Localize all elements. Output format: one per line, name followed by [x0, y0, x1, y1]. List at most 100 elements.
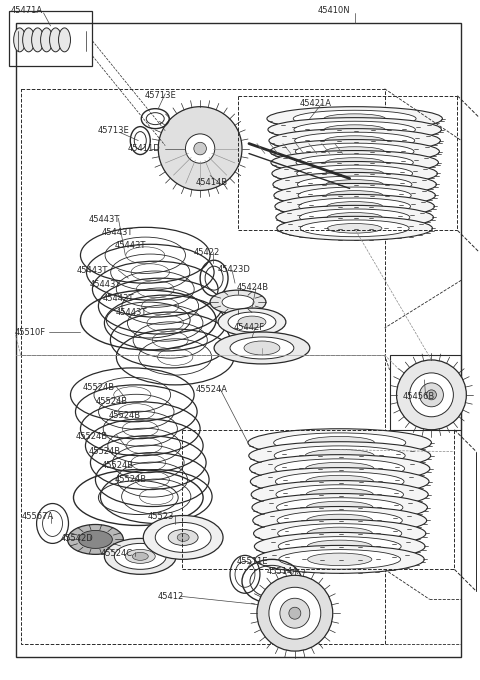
Text: 45471A: 45471A	[11, 6, 43, 15]
Ellipse shape	[307, 540, 372, 553]
Circle shape	[420, 383, 444, 407]
Ellipse shape	[41, 28, 52, 52]
Ellipse shape	[299, 198, 410, 215]
Ellipse shape	[298, 176, 412, 193]
Text: 45414B: 45414B	[195, 178, 227, 188]
Ellipse shape	[253, 520, 426, 547]
Ellipse shape	[275, 459, 405, 479]
Ellipse shape	[255, 545, 424, 573]
Bar	[21, 355, 384, 644]
Ellipse shape	[214, 332, 310, 364]
Text: 45713E: 45713E	[144, 90, 176, 100]
Ellipse shape	[273, 173, 436, 197]
Text: 45524B: 45524B	[108, 411, 141, 420]
Bar	[21, 88, 384, 355]
Text: 45514A: 45514A	[267, 567, 299, 577]
Ellipse shape	[248, 429, 432, 457]
Ellipse shape	[252, 494, 428, 522]
Ellipse shape	[325, 147, 384, 156]
Ellipse shape	[250, 455, 430, 483]
Circle shape	[194, 142, 206, 155]
Text: 45524B: 45524B	[88, 447, 120, 456]
Text: 45713E: 45713E	[97, 126, 129, 135]
Ellipse shape	[326, 180, 384, 189]
Text: 45524C: 45524C	[100, 549, 132, 558]
Ellipse shape	[276, 498, 403, 517]
Ellipse shape	[59, 28, 71, 52]
Ellipse shape	[228, 312, 276, 332]
Text: 45456B: 45456B	[403, 392, 435, 401]
Text: 45524B: 45524B	[96, 397, 128, 406]
Ellipse shape	[210, 290, 266, 314]
Circle shape	[280, 598, 310, 628]
Ellipse shape	[249, 442, 431, 470]
Ellipse shape	[293, 110, 416, 127]
Ellipse shape	[295, 132, 415, 149]
Ellipse shape	[277, 216, 432, 240]
Ellipse shape	[278, 524, 402, 543]
Ellipse shape	[274, 184, 435, 207]
Circle shape	[396, 360, 467, 430]
Ellipse shape	[267, 107, 443, 131]
Ellipse shape	[114, 543, 166, 569]
Ellipse shape	[104, 539, 176, 575]
Text: 45443T: 45443T	[101, 228, 133, 237]
Ellipse shape	[268, 118, 442, 141]
Ellipse shape	[298, 187, 411, 204]
Ellipse shape	[327, 201, 383, 211]
Ellipse shape	[269, 129, 441, 152]
Circle shape	[426, 390, 436, 400]
Text: 45443T: 45443T	[89, 280, 121, 289]
Ellipse shape	[230, 337, 294, 359]
Ellipse shape	[144, 515, 223, 560]
Ellipse shape	[275, 194, 434, 218]
Ellipse shape	[177, 533, 189, 541]
Ellipse shape	[300, 209, 410, 226]
Ellipse shape	[253, 507, 427, 534]
Ellipse shape	[218, 308, 286, 336]
Ellipse shape	[32, 28, 44, 52]
Ellipse shape	[125, 549, 155, 563]
Bar	[9, 11, 93, 66]
Ellipse shape	[306, 501, 373, 514]
Ellipse shape	[300, 220, 409, 237]
Ellipse shape	[23, 28, 35, 52]
Ellipse shape	[327, 224, 382, 233]
Text: 45421A: 45421A	[300, 99, 332, 107]
Ellipse shape	[279, 549, 401, 569]
Ellipse shape	[308, 553, 372, 566]
Text: 45411D: 45411D	[127, 143, 160, 152]
Ellipse shape	[276, 472, 404, 492]
Ellipse shape	[326, 190, 383, 200]
Ellipse shape	[305, 462, 374, 475]
Ellipse shape	[324, 114, 385, 124]
Ellipse shape	[305, 449, 374, 462]
Ellipse shape	[325, 158, 384, 167]
Text: 45442F: 45442F	[234, 323, 265, 332]
Ellipse shape	[306, 475, 373, 488]
Ellipse shape	[307, 527, 372, 540]
Ellipse shape	[132, 552, 148, 560]
Ellipse shape	[276, 205, 433, 229]
Text: 45524B: 45524B	[75, 432, 108, 441]
Text: 45567A: 45567A	[22, 513, 54, 522]
Ellipse shape	[278, 537, 401, 556]
Ellipse shape	[272, 162, 437, 186]
Ellipse shape	[324, 136, 384, 146]
Ellipse shape	[295, 143, 414, 160]
Text: 45511E: 45511E	[237, 558, 268, 566]
Text: 45524B: 45524B	[83, 383, 115, 392]
Ellipse shape	[155, 522, 211, 552]
Text: 45410N: 45410N	[318, 6, 350, 15]
Ellipse shape	[274, 446, 405, 465]
Ellipse shape	[251, 468, 429, 496]
Ellipse shape	[305, 437, 374, 449]
Text: 45523: 45523	[147, 511, 174, 520]
Text: 45422: 45422	[193, 248, 219, 257]
Ellipse shape	[238, 316, 266, 328]
Text: 45424B: 45424B	[237, 283, 269, 292]
Text: 45524B: 45524B	[114, 475, 146, 483]
Ellipse shape	[277, 511, 402, 530]
Ellipse shape	[294, 121, 415, 138]
Text: 45443T: 45443T	[88, 216, 120, 224]
